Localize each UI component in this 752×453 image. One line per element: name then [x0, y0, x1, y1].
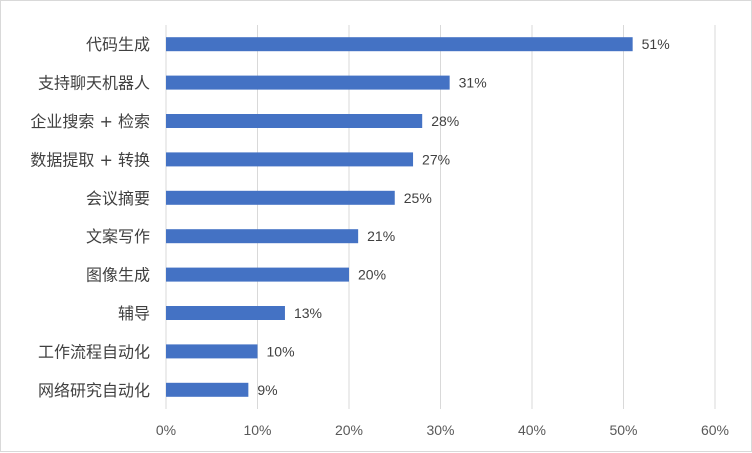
- category-label: 企业搜索 + 检索: [30, 112, 150, 131]
- data-label: 9%: [257, 382, 277, 398]
- category-label: 数据提取 + 转换: [30, 150, 150, 169]
- data-label: 21%: [367, 228, 395, 244]
- x-tick-label: 20%: [335, 422, 363, 438]
- data-label: 27%: [422, 151, 450, 167]
- category-label: 工作流程自动化: [38, 342, 150, 361]
- data-label: 28%: [431, 113, 459, 129]
- bar: [166, 306, 285, 320]
- bar: [166, 229, 359, 244]
- x-tick-label: 10%: [243, 422, 271, 438]
- x-tick-label: 60%: [701, 422, 729, 438]
- category-label: 图像生成: [86, 266, 150, 285]
- bar: [166, 152, 414, 167]
- data-label: 20%: [358, 267, 386, 283]
- x-tick-label: 30%: [426, 422, 454, 438]
- data-label: 31%: [459, 75, 487, 91]
- data-label: 51%: [642, 36, 670, 52]
- bar: [166, 114, 423, 128]
- bar: [166, 267, 349, 282]
- bar: [166, 344, 258, 359]
- data-label: 10%: [267, 343, 295, 359]
- category-label: 辅导: [118, 304, 150, 323]
- bar: [166, 190, 395, 205]
- x-tick-label: 0%: [156, 422, 176, 438]
- x-axis-tick-labels: 0% 10% 20% 30% 40% 50% 60%: [156, 422, 729, 438]
- category-label: 网络研究自动化: [38, 381, 150, 400]
- bar: [166, 37, 633, 52]
- x-tick-label: 40%: [518, 422, 546, 438]
- category-label: 会议摘要: [86, 189, 150, 208]
- data-labels: 51% 31% 28% 27% 25% 21% 20% 13% 10% 9%: [257, 36, 669, 398]
- bar: [166, 75, 450, 90]
- category-label: 支持聊天机器人: [38, 74, 150, 93]
- data-label: 13%: [294, 305, 322, 321]
- x-tick-label: 50%: [609, 422, 637, 438]
- category-label: 代码生成: [86, 35, 150, 54]
- data-label: 25%: [404, 190, 432, 206]
- bar: [166, 382, 249, 397]
- category-label: 文案写作: [86, 227, 150, 246]
- bars: [166, 37, 633, 397]
